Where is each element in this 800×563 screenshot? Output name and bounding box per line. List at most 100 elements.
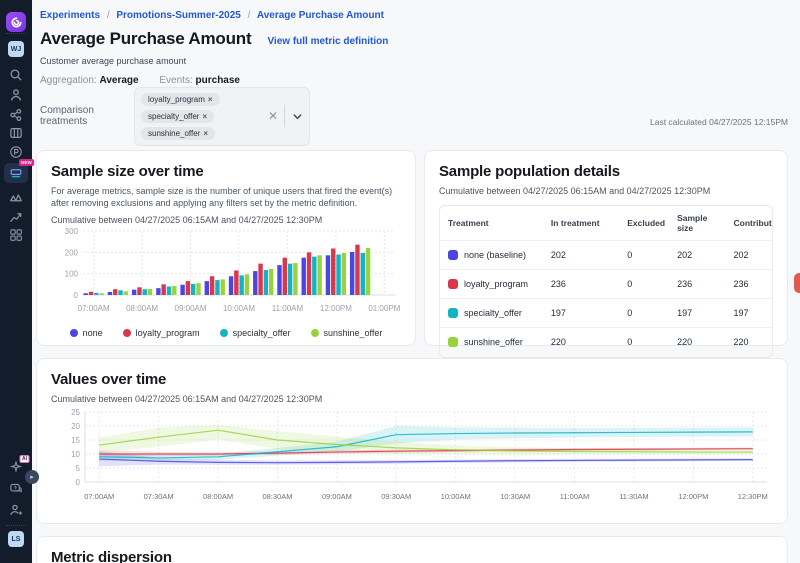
table-row: specialty_offer1970197197 — [440, 299, 772, 328]
svg-text:10:00AM: 10:00AM — [441, 492, 471, 501]
sidebar-item-help[interactable] — [9, 482, 23, 496]
values-title: Values over time — [51, 371, 773, 388]
svg-text:10:30AM: 10:30AM — [500, 492, 530, 501]
remove-treatment-icon[interactable]: × — [203, 129, 208, 138]
table-cell: 197 — [543, 299, 619, 328]
comparison-treatments-select[interactable]: loyalty_program×specialty_offer×sunshine… — [134, 87, 310, 146]
svg-text:15: 15 — [71, 436, 80, 445]
search-icon — [9, 68, 23, 82]
breadcrumb-experiments[interactable]: Experiments — [40, 10, 100, 21]
breadcrumb-experiment-name[interactable]: Promotions-Summer-2025 — [116, 10, 240, 21]
sidebar-divider — [6, 525, 26, 526]
svg-text:12:00PM: 12:00PM — [320, 304, 352, 313]
sidebar-item-insights[interactable] — [9, 210, 23, 224]
treatment-pill[interactable]: specialty_offer× — [141, 110, 214, 123]
sidebar-item-search[interactable] — [9, 68, 23, 82]
breadcrumb-current[interactable]: Average Purchase Amount — [257, 10, 384, 21]
svg-text:01:00PM: 01:00PM — [368, 304, 400, 313]
table-cell: 202 — [669, 241, 725, 270]
svg-text:200: 200 — [65, 249, 79, 258]
svg-text:11:00AM: 11:00AM — [560, 492, 589, 501]
sidebar-item-pulse[interactable] — [9, 145, 23, 159]
remove-treatment-icon[interactable]: × — [208, 95, 213, 104]
legend-dot — [123, 329, 131, 337]
legend-item[interactable]: loyalty_program — [123, 328, 200, 338]
sidebar-item-experiments-active[interactable]: NEW — [4, 163, 28, 183]
sidebar-expand-handle[interactable]: ▸ — [25, 470, 39, 484]
sidebar-item-invite[interactable] — [9, 503, 23, 517]
svg-text:300: 300 — [65, 227, 79, 236]
add-person-icon — [9, 503, 23, 517]
svg-text:09:30AM: 09:30AM — [381, 492, 411, 501]
sidebar-item-feature-gates[interactable] — [9, 108, 23, 122]
sidebar-item-users[interactable] — [9, 88, 23, 102]
main-content: Experiments / Promotions-Summer-2025 / A… — [32, 0, 800, 563]
person-icon — [9, 88, 23, 102]
user-initials: LS — [8, 531, 24, 547]
svg-text:08:00AM: 08:00AM — [203, 492, 233, 501]
breadcrumb-separator: / — [107, 10, 110, 21]
legend-label: none — [83, 328, 103, 338]
aggregation-label: Aggregation: — [40, 75, 97, 86]
sidebar-item-audience[interactable] — [9, 190, 23, 204]
columns-icon — [9, 126, 23, 140]
legend-item[interactable]: sunshine_offer — [311, 328, 383, 338]
treatment-pills: loyalty_program×specialty_offer×sunshine… — [141, 91, 266, 142]
column-header: Treatment — [440, 206, 543, 241]
sample-size-description: For average metrics, sample size is the … — [51, 185, 395, 209]
clear-all-icon[interactable]: ✕ — [268, 110, 278, 122]
comparison-treatments-row: Comparison treatments loyalty_program×sp… — [40, 95, 788, 137]
svg-text:07:00AM: 07:00AM — [84, 492, 114, 501]
remove-treatment-icon[interactable]: × — [202, 112, 207, 121]
experiments-icon — [9, 166, 23, 180]
sidebar-divider — [6, 33, 26, 34]
legend-item[interactable]: none — [70, 328, 103, 338]
legend-dot — [220, 329, 228, 337]
legend-label: loyalty_program — [136, 328, 200, 338]
treatment-name: loyalty_program — [464, 279, 528, 289]
population-details-card: Sample population details Cumulative bet… — [424, 150, 788, 346]
sidebar-item-ai-assistant[interactable]: AI — [10, 460, 23, 478]
treatment-name: specialty_offer — [464, 308, 522, 318]
segments-icon — [9, 108, 23, 122]
workspace-avatar[interactable]: WJ — [8, 41, 24, 57]
treatment-pill-label: loyalty_program — [148, 95, 205, 104]
table-cell: 0 — [619, 299, 669, 328]
values-range: Cumulative between 04/27/2025 06:15AM an… — [51, 394, 773, 404]
sidebar-item-layers[interactable] — [9, 126, 23, 140]
treatment-name: none (baseline) — [464, 250, 526, 260]
right-edge-tab[interactable] — [794, 273, 800, 293]
app-logo[interactable] — [6, 12, 26, 32]
svg-text:5: 5 — [76, 464, 81, 473]
column-header: Excluded — [619, 206, 669, 241]
view-metric-definition-link[interactable]: View full metric definition — [267, 36, 388, 47]
treatment-pill[interactable]: loyalty_program× — [141, 93, 220, 106]
svg-text:0: 0 — [76, 478, 81, 487]
treatment-color-swatch — [448, 337, 458, 347]
line-chart-icon — [9, 210, 23, 224]
values-over-time-card: Values over time Cumulative between 04/2… — [36, 358, 788, 524]
svg-text:07:00AM: 07:00AM — [78, 304, 110, 313]
legend-label: specialty_offer — [233, 328, 291, 338]
user-avatar[interactable]: LS — [8, 531, 24, 547]
svg-text:09:00AM: 09:00AM — [322, 492, 352, 501]
treatment-pill-label: sunshine_offer — [148, 129, 200, 138]
chevron-down-icon[interactable] — [292, 111, 303, 122]
metric-meta: Aggregation: Average Events: purchase — [40, 75, 788, 86]
table-row: sunshine_offer2200220220 — [440, 328, 772, 357]
events-label: Events: — [159, 75, 192, 86]
treatment-pill-label: specialty_offer — [148, 112, 199, 121]
sample-size-bar-chart: 010020030007:00AM08:00AM09:00AM10:00AM11… — [51, 225, 401, 322]
column-header: Contributors — [726, 206, 773, 241]
treatment-pill[interactable]: sunshine_offer× — [141, 127, 215, 140]
values-line-chart: 051015202507:00AM07:30AM08:00AM08:30AM09… — [51, 404, 775, 512]
grid-icon — [9, 228, 23, 242]
table-cell: 0 — [619, 241, 669, 270]
table-cell: 236 — [669, 270, 725, 299]
svg-text:12:30PM: 12:30PM — [738, 492, 768, 501]
sidebar-item-apps[interactable] — [9, 228, 23, 242]
sample-size-range: Cumulative between 04/27/2025 06:15AM an… — [51, 215, 401, 225]
breadcrumb-separator: / — [248, 10, 251, 21]
help-chat-icon — [9, 482, 23, 496]
legend-item[interactable]: specialty_offer — [220, 328, 291, 338]
